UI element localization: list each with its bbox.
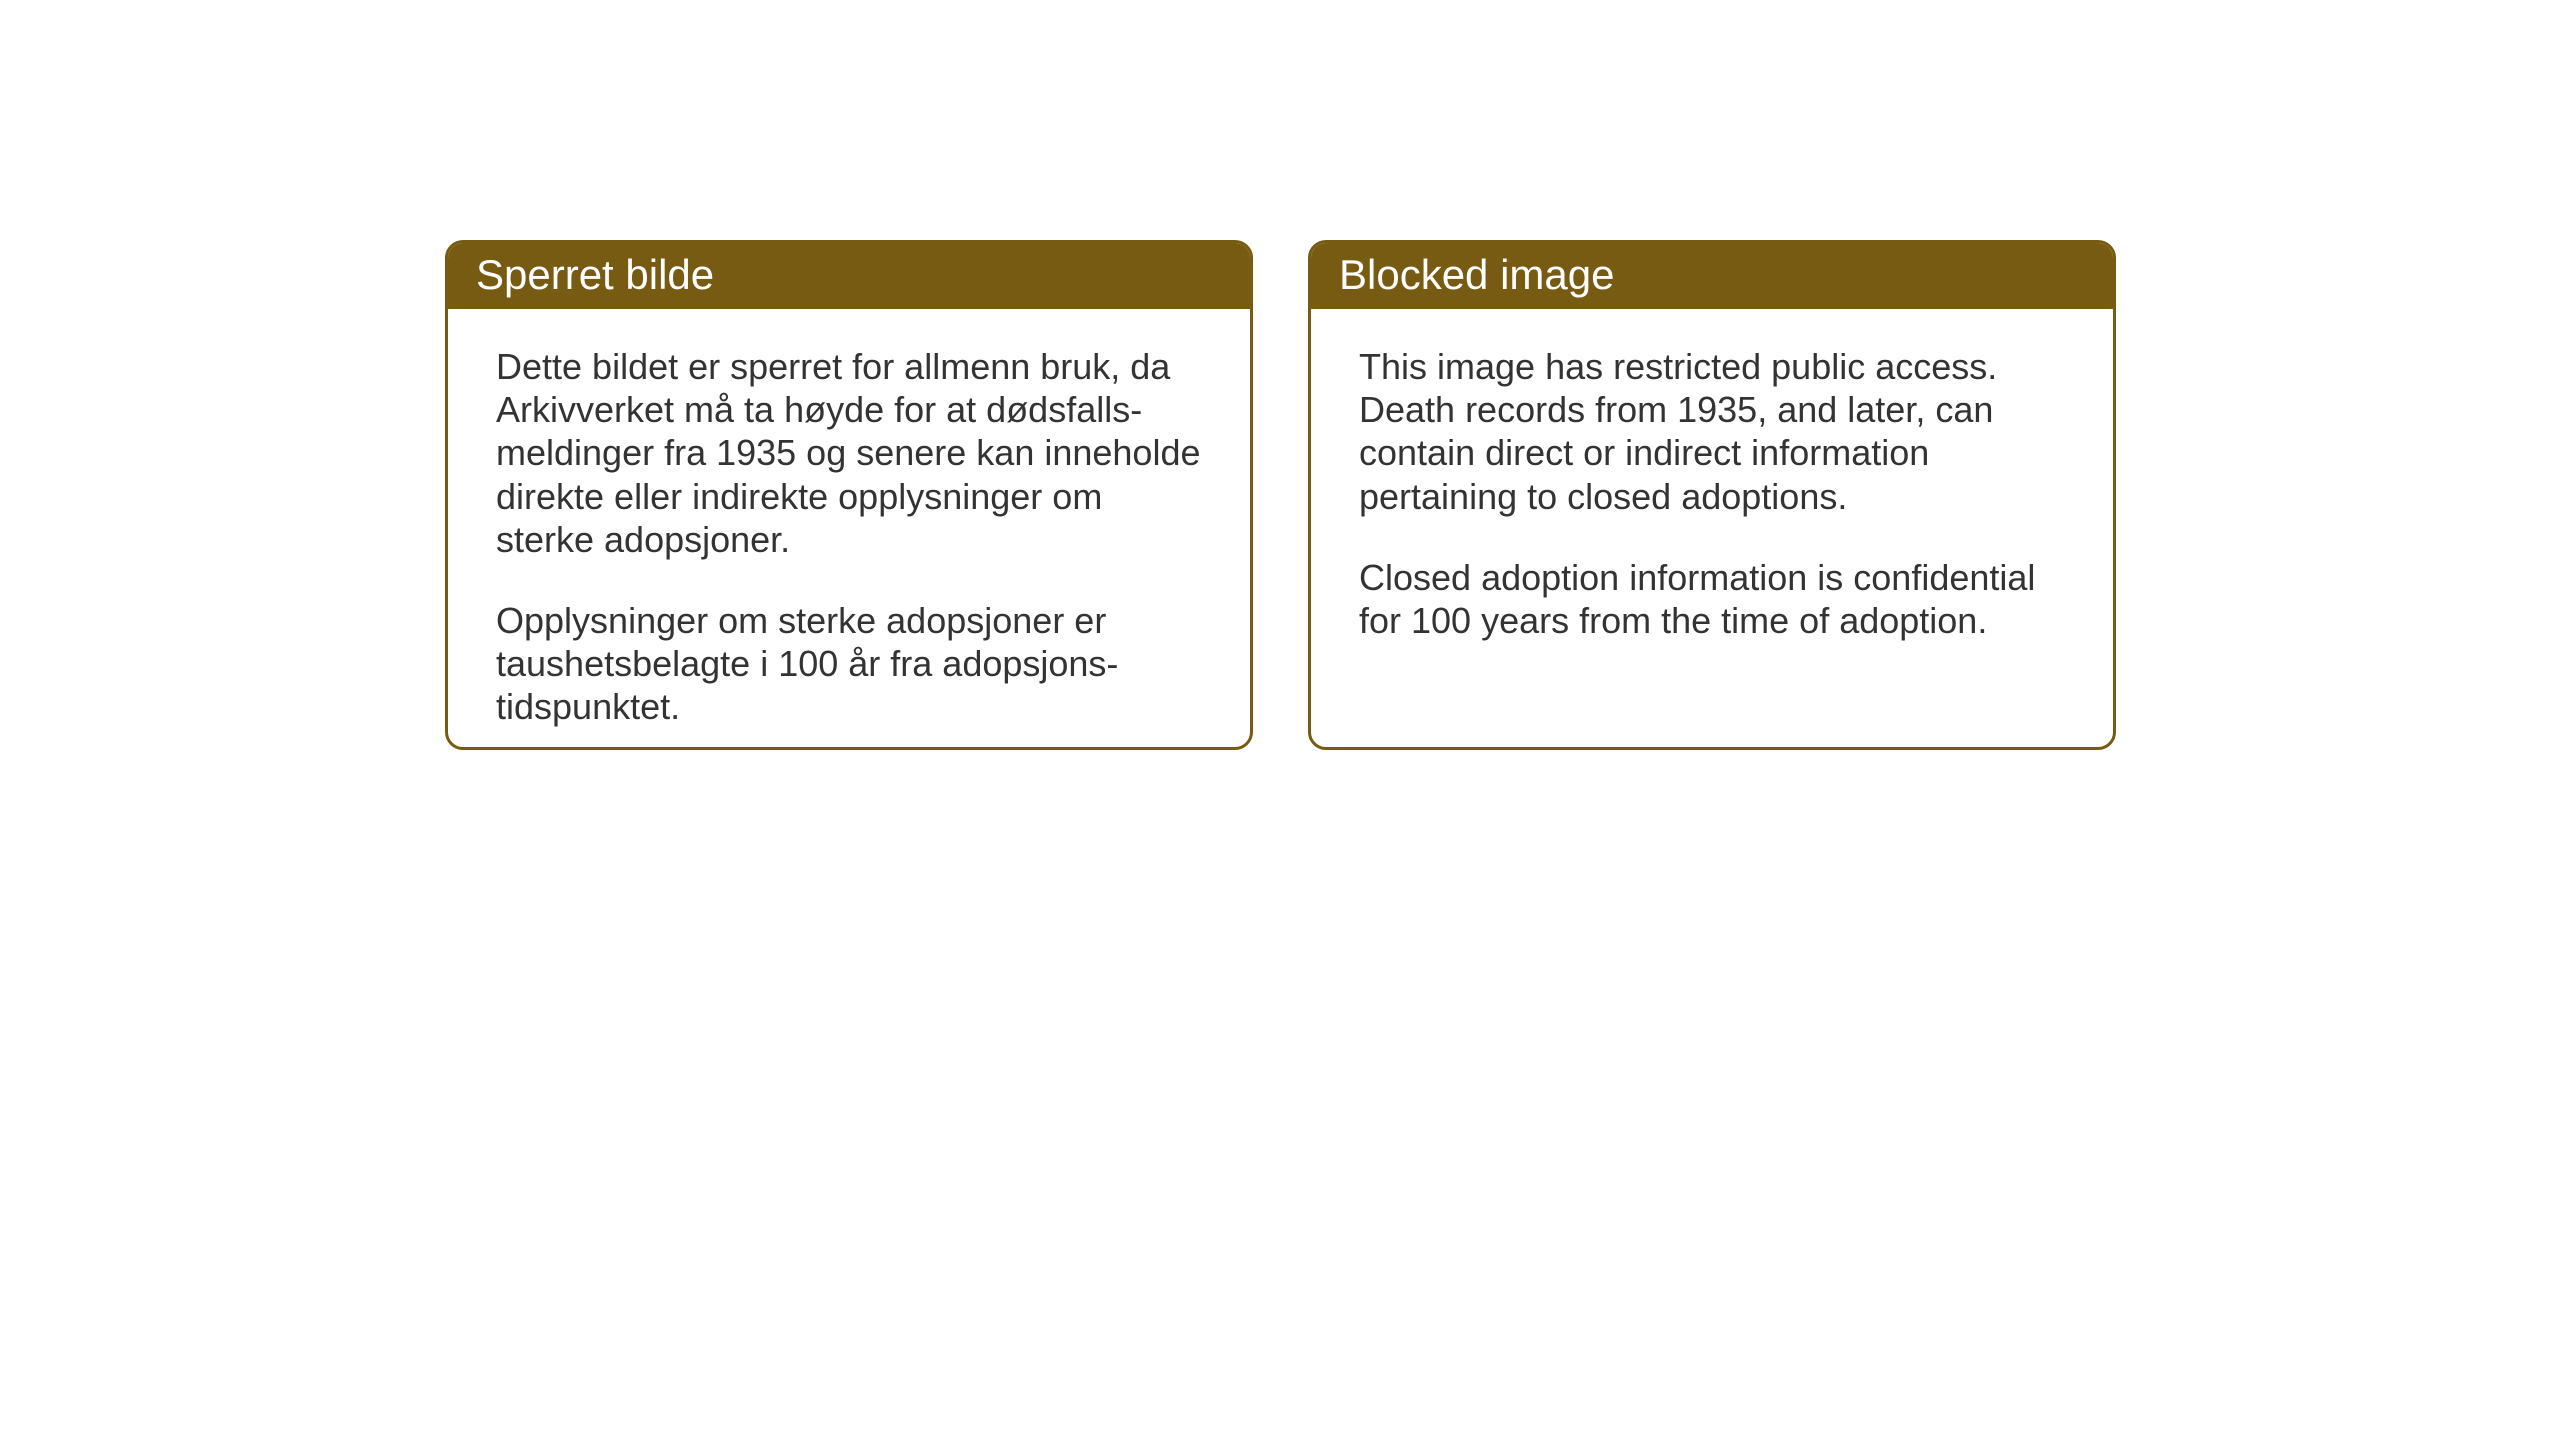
card-english: Blocked image This image has restricted … (1308, 240, 2116, 750)
cards-container: Sperret bilde Dette bildet er sperret fo… (445, 240, 2116, 750)
card-header-english: Blocked image (1311, 243, 2113, 309)
card-header-norwegian: Sperret bilde (448, 243, 1250, 309)
card-title-english: Blocked image (1339, 251, 1614, 298)
card-paragraph-2-english: Closed adoption information is confident… (1359, 556, 2065, 642)
card-body-english: This image has restricted public access.… (1311, 309, 2113, 678)
card-title-norwegian: Sperret bilde (476, 251, 714, 298)
card-paragraph-2-norwegian: Opplysninger om sterke adopsjoner er tau… (496, 599, 1202, 729)
card-paragraph-1-english: This image has restricted public access.… (1359, 345, 2065, 518)
card-body-norwegian: Dette bildet er sperret for allmenn bruk… (448, 309, 1250, 750)
card-paragraph-1-norwegian: Dette bildet er sperret for allmenn bruk… (496, 345, 1202, 561)
card-norwegian: Sperret bilde Dette bildet er sperret fo… (445, 240, 1253, 750)
